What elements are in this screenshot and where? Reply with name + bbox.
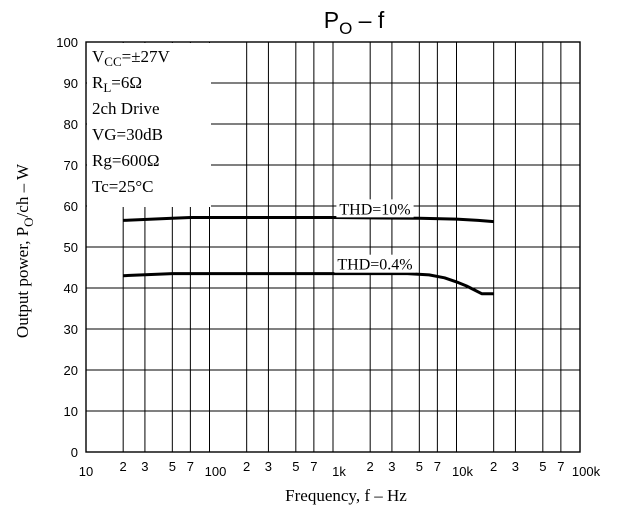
y-tick-label: 0 xyxy=(71,445,78,460)
series-line-1 xyxy=(123,216,494,224)
y-tick-label: 60 xyxy=(64,199,78,214)
plot-frame xyxy=(85,41,581,453)
conditions-box-bg xyxy=(87,43,211,207)
x-tick-label-minor: 5 xyxy=(416,459,423,474)
y-tick-label: 20 xyxy=(64,363,78,378)
x-tick-label-minor: 5 xyxy=(169,459,176,474)
conditions-box: VCC=±27V RL=6Ω 2ch Drive VG=30dB Rg=600Ω Tc=2… xyxy=(92,47,171,196)
y-tick-label: 30 xyxy=(64,322,78,337)
x-tick-label-minor: 2 xyxy=(490,459,497,474)
x-tick-label-minor: 3 xyxy=(512,459,519,474)
x-tick-label-minor: 3 xyxy=(388,459,395,474)
chart-title: PO – f xyxy=(324,7,385,38)
series-label-bg xyxy=(336,199,414,218)
x-tick-label-decade: 10k xyxy=(452,464,473,479)
x-axis-label: Frequency, f – Hz xyxy=(285,486,407,505)
series-label-1: THD=10% xyxy=(339,201,410,218)
series-label-bg xyxy=(334,254,416,273)
condition-line: Tc=25°C xyxy=(92,177,153,196)
y-axis-label: Output power, PO/ch – W xyxy=(13,163,36,338)
x-tick-label-decade: 100k xyxy=(572,464,601,479)
y-tick-label: 90 xyxy=(64,76,78,91)
x-tick-label-decade: 100 xyxy=(205,464,227,479)
y-tick-label: 100 xyxy=(56,35,78,50)
series-line-2 xyxy=(123,272,494,296)
condition-line: RL=6Ω xyxy=(92,73,142,95)
condition-line: VCC=±27V xyxy=(92,47,171,69)
series-label-2: THD=0.4% xyxy=(337,257,412,274)
condition-line: Rg=600Ω xyxy=(92,151,160,170)
y-tick-label: 50 xyxy=(64,240,78,255)
x-tick-label-minor: 7 xyxy=(434,459,441,474)
condition-line: VG=30dB xyxy=(92,125,163,144)
x-tick-label-minor: 3 xyxy=(141,459,148,474)
y-tick-label: 70 xyxy=(64,158,78,173)
x-tick-label-minor: 5 xyxy=(292,459,299,474)
curves: THD=10% THD=0.4% xyxy=(123,199,494,296)
x-tick-label-minor: 7 xyxy=(557,459,564,474)
condition-line: 2ch Drive xyxy=(92,99,160,118)
y-tick-labels: 0 10 20 30 40 50 60 70 80 90 100 xyxy=(56,35,78,460)
x-tick-label-decade: 10 xyxy=(79,464,93,479)
y-tick-label: 40 xyxy=(64,281,78,296)
x-tick-label-minor: 2 xyxy=(120,459,127,474)
x-tick-label-minor: 5 xyxy=(539,459,546,474)
x-tick-label-minor: 7 xyxy=(310,459,317,474)
x-tick-label-minor: 3 xyxy=(265,459,272,474)
x-tick-label-decade: 1k xyxy=(332,464,346,479)
y-tick-label: 80 xyxy=(64,117,78,132)
y-tick-label: 10 xyxy=(64,404,78,419)
x-tick-label-minor: 2 xyxy=(243,459,250,474)
x-tick-label-minor: 2 xyxy=(367,459,374,474)
x-tick-labels: 10 2 3 5 7 100 2 3 5 7 1k 2 3 5 7 10k 2 3 5 7 100k xyxy=(79,459,601,479)
x-tick-label-minor: 7 xyxy=(187,459,194,474)
